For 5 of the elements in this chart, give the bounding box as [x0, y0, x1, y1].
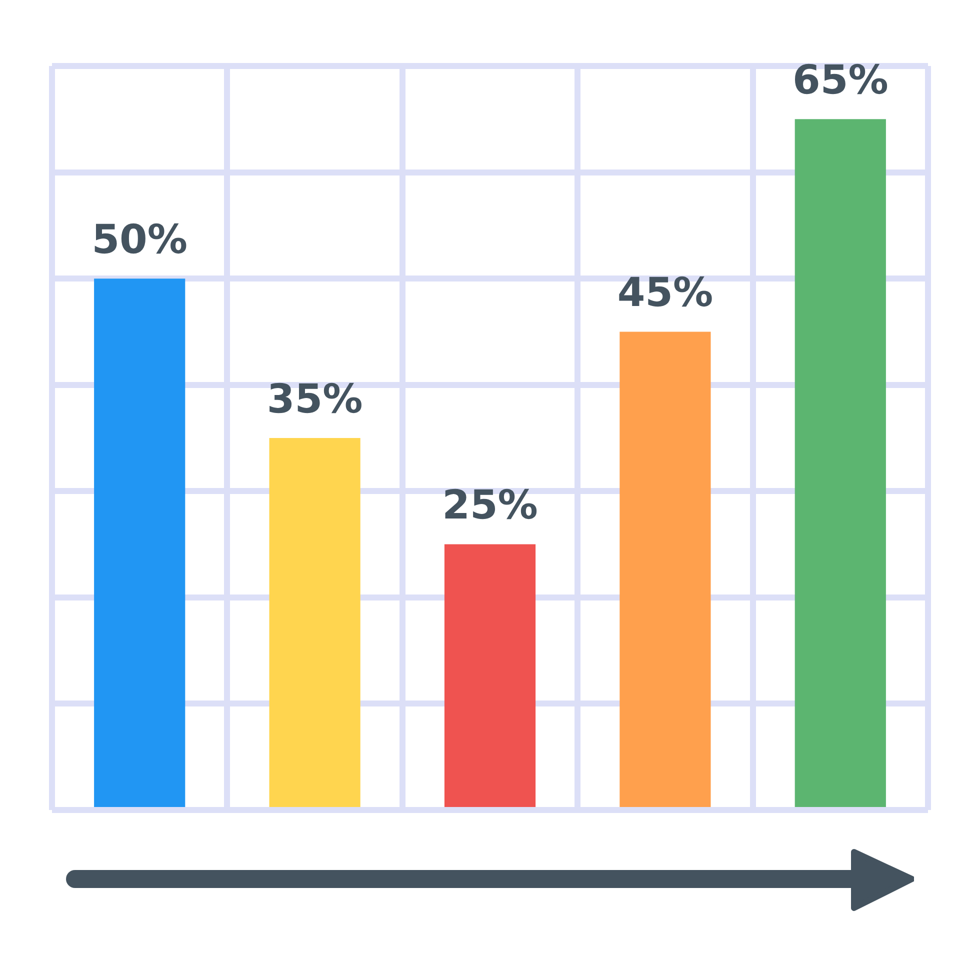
data-label: 35%: [266, 376, 363, 422]
data-label: 65%: [792, 58, 888, 104]
data-label: 45%: [617, 270, 714, 316]
data-label: 50%: [92, 216, 188, 263]
data-label: 25%: [442, 482, 538, 529]
